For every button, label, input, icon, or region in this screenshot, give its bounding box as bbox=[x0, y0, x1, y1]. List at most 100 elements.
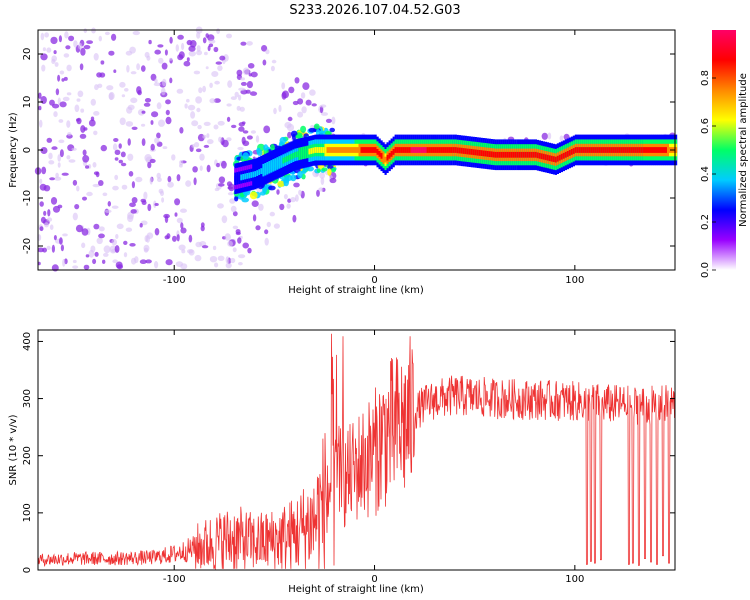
spectrogram-ridge-cell bbox=[622, 147, 626, 153]
spectrogram-noise-blob bbox=[175, 261, 184, 267]
spectrogram-noise-blob bbox=[226, 103, 232, 107]
spectrogram-noise-blob bbox=[64, 31, 69, 39]
spectrogram-ridge-cell bbox=[534, 151, 537, 158]
spectrogram-noise-blob bbox=[74, 204, 80, 210]
spectrogram-noise-blob bbox=[179, 160, 184, 166]
spectrogram-noise-blob bbox=[128, 171, 134, 177]
spectrogram-ridge-cell bbox=[456, 147, 459, 154]
spectrogram-ridge-cell bbox=[540, 153, 543, 160]
spectrogram-noise-blob bbox=[217, 255, 225, 261]
spectrogram-noise-blob bbox=[148, 39, 152, 45]
spectrogram-noise-blob bbox=[37, 247, 45, 253]
spectrogram-noise-blob bbox=[225, 256, 230, 264]
spectrogram-noise-blob bbox=[208, 39, 216, 44]
spectrogram-ridge-cell bbox=[276, 160, 279, 167]
spectrogram-noise-blob bbox=[40, 32, 45, 41]
spectrogram-noise-blob bbox=[130, 209, 137, 214]
spectrogram-noise-blob bbox=[108, 91, 115, 100]
spectrogram-noise-blob bbox=[43, 210, 47, 216]
spectrogram-noise-blob bbox=[198, 87, 203, 94]
spectrogram-noise-blob bbox=[318, 187, 324, 192]
spectrogram-noise-blob bbox=[161, 87, 166, 96]
snr-series-line bbox=[37, 333, 676, 571]
spectrogram-noise-blob bbox=[103, 245, 111, 254]
spectrogram-cluster-blob bbox=[300, 125, 307, 133]
spectrogram-noise-blob bbox=[68, 159, 76, 163]
spectrogram-ridge-cell bbox=[454, 147, 457, 153]
spectrogram-noise-blob bbox=[40, 53, 48, 61]
spectrogram-ridge-cell bbox=[634, 147, 638, 153]
spectrogram-noise-blob bbox=[319, 172, 325, 179]
spectrogram-ridge-cell bbox=[272, 162, 275, 169]
spectrogram-noise-blob bbox=[125, 121, 134, 127]
spectrogram-ridge-cell bbox=[586, 147, 590, 153]
spectrogram-noise-blob bbox=[41, 64, 46, 72]
spectrogram-noise-blob bbox=[93, 223, 100, 230]
spectrogram-ridge-cell bbox=[380, 152, 383, 159]
snr-x-tick-label: 100 bbox=[565, 574, 584, 585]
spectrogram-noise-blob bbox=[42, 47, 47, 52]
spectrogram-ridge-cell bbox=[659, 147, 662, 153]
spectrogram-noise-blob bbox=[55, 172, 59, 178]
spectrogram-ridge-cell bbox=[238, 175, 241, 181]
spectrogram-noise-blob bbox=[93, 111, 100, 116]
spectrogram-noise-blob bbox=[102, 192, 108, 197]
spectrogram-noise-blob bbox=[143, 247, 149, 253]
spectrogram-ridge-cell bbox=[488, 151, 491, 157]
spectrogram-ridge-cell bbox=[236, 175, 239, 182]
spectrogram-noise-blob bbox=[290, 197, 296, 203]
spectrogram-ridge-cell bbox=[584, 147, 588, 153]
spectrogram-ridge-cell bbox=[458, 147, 461, 154]
spectrogram-noise-blob bbox=[250, 130, 256, 134]
spectrogram-ridge-cell bbox=[294, 151, 297, 158]
spectrogram-ridge-cell bbox=[444, 147, 447, 153]
spectrogram-noise-blob bbox=[126, 65, 130, 73]
spectrogram-noise-blob bbox=[169, 36, 173, 44]
spectrogram-ridge-cell bbox=[624, 147, 628, 153]
spectrogram-noise-blob bbox=[57, 154, 61, 162]
spectrogram-ridge-cell bbox=[308, 148, 311, 155]
spectrogram-ridge-cell bbox=[428, 147, 431, 153]
spectrogram-noise-blob bbox=[85, 254, 90, 258]
spectrogram-noise-blob bbox=[118, 143, 122, 149]
spectrogram-noise-blob bbox=[82, 155, 90, 163]
spectrogram-noise-blob bbox=[209, 256, 218, 263]
spectrogram-noise-blob bbox=[139, 259, 147, 265]
spectrogram-noise-blob bbox=[76, 185, 80, 192]
spectrogram-noise-blob bbox=[195, 148, 202, 153]
spectrogram-noise-blob bbox=[82, 149, 87, 156]
spectrogram-ridge-cell bbox=[406, 147, 409, 153]
spectrogram-noise-blob bbox=[213, 98, 221, 103]
chart-title: S233.2026.107.04.52.G03 bbox=[289, 3, 460, 18]
spectrogram-noise-blob bbox=[264, 237, 269, 246]
spectrogram-ridge-cell bbox=[254, 171, 257, 177]
spectrogram-noise-blob bbox=[76, 117, 82, 125]
spectrogram-noise-blob bbox=[188, 234, 193, 243]
spectrogram-noise-blob bbox=[120, 162, 127, 167]
spectrogram-noise-blob bbox=[240, 81, 247, 86]
snr-panel: -100 0 100 0 100 200 300 400 Height of straigh… bbox=[8, 329, 676, 595]
spectrogram-noise-blob bbox=[206, 133, 210, 138]
spectrogram-cluster-blob bbox=[270, 144, 275, 151]
spectrogram-x-ticks: -100 0 100 bbox=[163, 30, 584, 286]
spectrogram-noise-blob bbox=[150, 120, 154, 125]
spectrogram-noise-blob bbox=[316, 189, 320, 197]
spectrogram-noise-blob bbox=[190, 111, 196, 119]
spectrogram-noise-blob bbox=[149, 158, 156, 164]
spectrogram-ridge-cell bbox=[362, 147, 365, 153]
spectrogram-noise-blob bbox=[119, 81, 126, 88]
spectrogram-noise-blob bbox=[246, 135, 253, 140]
spectrogram-ridge-cell bbox=[508, 151, 511, 158]
spectrogram-cluster-blob bbox=[329, 127, 336, 133]
spectrogram-ridge-cell bbox=[340, 147, 343, 153]
spectrogram-noise-blob bbox=[63, 76, 68, 81]
spectrogram-noise-blob bbox=[176, 234, 180, 242]
spectrogram-noise-blob bbox=[249, 91, 258, 96]
spectrogram-noise-blob bbox=[104, 31, 110, 36]
spectrogram-ridge-cell bbox=[398, 147, 401, 153]
spectrogram-noise-blob bbox=[187, 104, 196, 111]
spectrogram-noise-blob bbox=[75, 224, 84, 233]
spectrogram-noise-blob bbox=[216, 162, 220, 168]
spectrogram-noise-blob bbox=[238, 94, 242, 101]
spectrogram-noise-blob bbox=[141, 65, 146, 72]
